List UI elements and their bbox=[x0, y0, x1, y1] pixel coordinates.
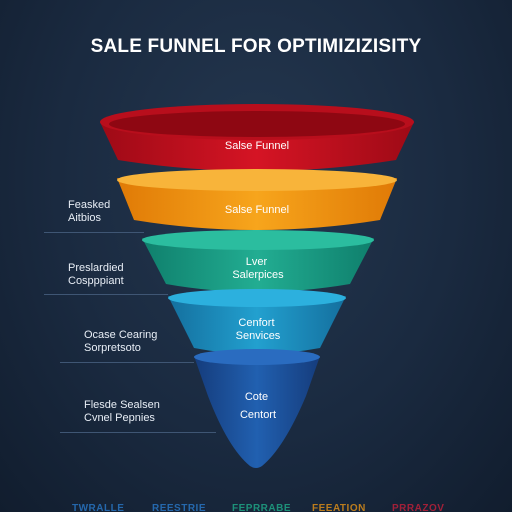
leader-line-2 bbox=[44, 294, 168, 295]
side-label-1: Feasked Aitbios bbox=[68, 199, 110, 225]
side-label-1-line-1: Feasked bbox=[68, 199, 111, 211]
side-label-3: Ocase Cearing Sorpretsoto bbox=[84, 329, 157, 355]
footer-label-3: FEPRRABE bbox=[232, 503, 292, 512]
funnel-stage-3: Lver Salerpices bbox=[142, 230, 374, 292]
side-label-1-line-2: Aitbios bbox=[68, 212, 102, 224]
side-label-2-line-2: Cospppiant bbox=[68, 275, 124, 287]
side-label-4-line-2: Cvnel Pepnies bbox=[84, 412, 155, 424]
stage-1-label: Salse Funnel bbox=[225, 140, 289, 152]
funnel-stage-4: Cenfort Senvices bbox=[168, 289, 346, 354]
side-label-4-line-1: Flesde Sealsen bbox=[84, 399, 160, 411]
funnel-stage-2: Salse Funnel bbox=[117, 169, 397, 230]
footer-label-5: PRRAZOV bbox=[392, 503, 445, 512]
leader-line-1 bbox=[44, 232, 144, 233]
leader-line-4 bbox=[60, 432, 216, 433]
page-title: SALE FUNNEL FOR OPTIMIZIZISITY bbox=[90, 36, 422, 57]
stage-2-label: Salse Funnel bbox=[225, 204, 289, 216]
funnel-stage-5: Cote Centort bbox=[194, 349, 320, 468]
stage-4-label: Cenfort Senvices bbox=[236, 317, 281, 342]
stage-3-label: Lver Salerpices bbox=[232, 256, 284, 281]
side-label-3-line-2: Sorpretsoto bbox=[84, 342, 141, 354]
side-label-2: Preslardied Cospppiant bbox=[68, 262, 124, 288]
stage-5-label: Cote Centort bbox=[240, 391, 276, 421]
side-label-4: Flesde Sealsen Cvnel Pepnies bbox=[84, 399, 160, 425]
footer-label-4: FEEATION bbox=[312, 503, 366, 512]
leader-line-3 bbox=[60, 362, 194, 363]
footer-label-1: TWRALLE bbox=[72, 503, 125, 512]
funnel-stage-1: Salse Funnel bbox=[100, 104, 414, 171]
side-label-2-line-1: Preslardied bbox=[68, 262, 124, 274]
side-label-3-line-1: Ocase Cearing bbox=[84, 329, 158, 341]
footer-label-2: REESTRIE bbox=[152, 503, 207, 512]
